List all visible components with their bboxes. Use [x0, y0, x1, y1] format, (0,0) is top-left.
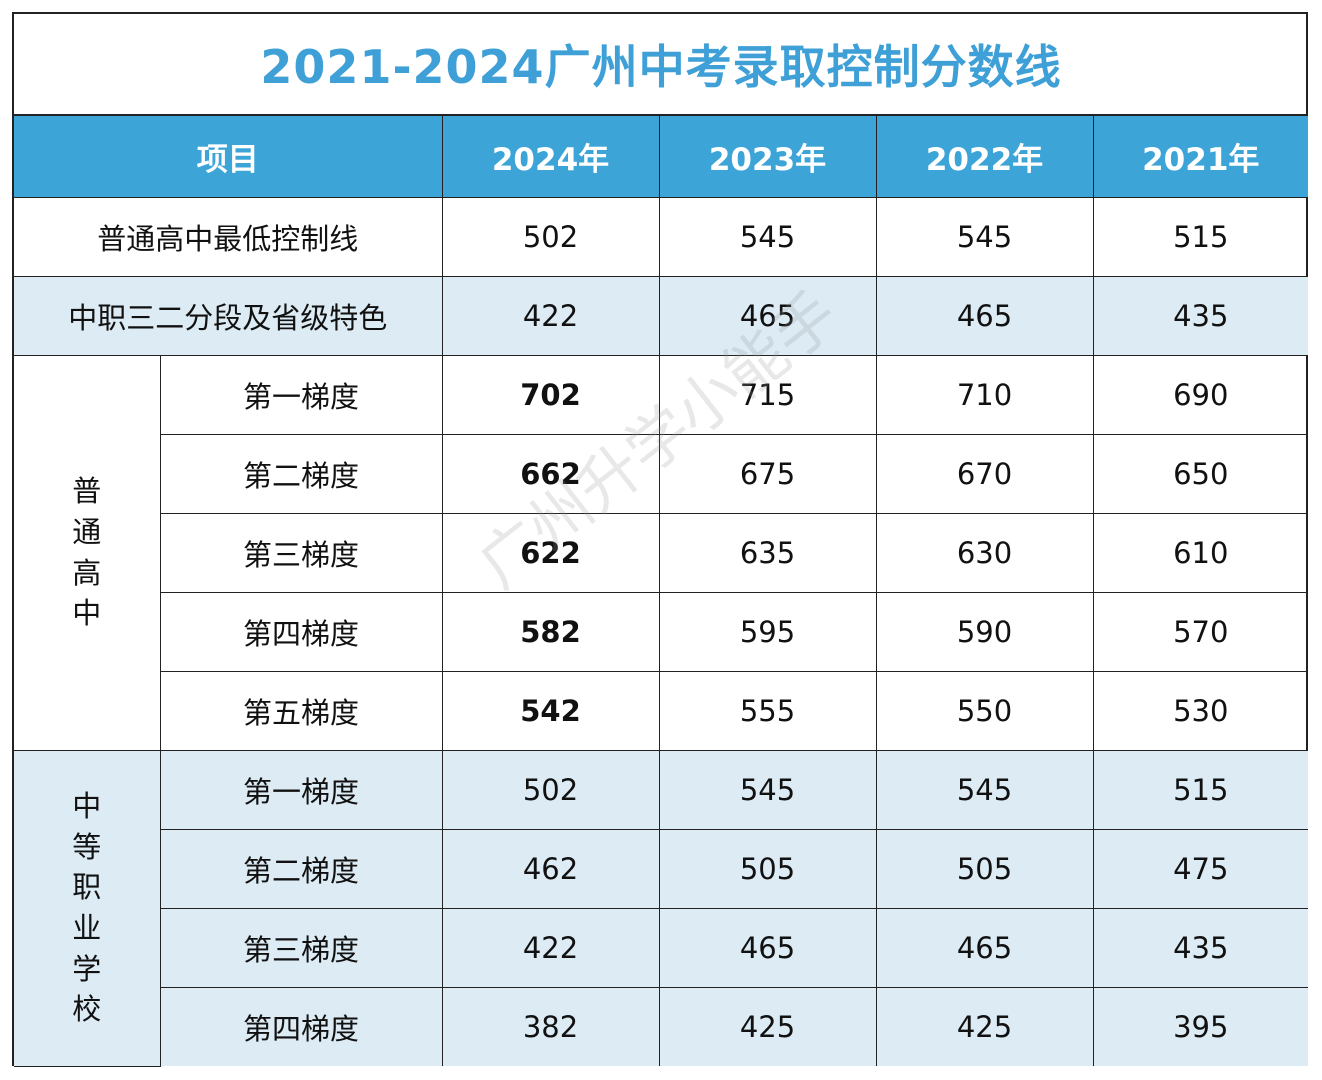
score-cell: 530 — [1092, 670, 1308, 751]
score-cell: 465 — [875, 275, 1094, 356]
score-cell: 555 — [658, 670, 877, 751]
score-cell: 425 — [875, 986, 1094, 1066]
score-cell: 502 — [441, 196, 660, 277]
score-cell: 545 — [875, 196, 1094, 277]
table-row: 第二梯度 662 675 670 650 — [14, 433, 1308, 514]
header-year-2023: 2023年 — [658, 116, 877, 198]
tier-label: 第四梯度 — [160, 591, 443, 672]
tier-label: 第一梯度 — [159, 354, 443, 435]
score-cell: 425 — [658, 986, 877, 1066]
score-table-sheet: 2021-2024广州中考录取控制分数线 项目 2024年 2023年 2022… — [12, 12, 1308, 1067]
group-label-text: 普通高中 — [72, 474, 102, 631]
score-cell: 570 — [1092, 591, 1308, 672]
score-cell: 462 — [441, 828, 660, 909]
row-label: 普通高中最低控制线 — [14, 196, 443, 277]
table-row: 第四梯度 582 595 590 570 — [14, 591, 1308, 672]
score-cell-highlight: 702 — [441, 354, 660, 435]
score-cell: 465 — [875, 907, 1094, 988]
table-row: 第四梯度 382 425 425 395 — [14, 986, 1308, 1066]
score-cell: 550 — [875, 670, 1094, 751]
score-cell: 635 — [658, 512, 877, 593]
score-cell: 690 — [1092, 354, 1308, 435]
header-year-2024: 2024年 — [441, 116, 660, 198]
tier-label: 第二梯度 — [160, 433, 443, 514]
tier-label: 第四梯度 — [160, 986, 443, 1066]
table-row: 第二梯度 462 505 505 475 — [14, 828, 1308, 909]
table-row: 第三梯度 622 635 630 610 — [14, 512, 1308, 593]
table-row: 中职三二分段及省级特色 422 465 465 435 — [14, 275, 1308, 356]
score-cell: 422 — [441, 275, 660, 356]
tier-label: 第五梯度 — [160, 670, 443, 751]
table-row: 第五梯度 542 555 550 530 — [14, 670, 1308, 751]
score-cell: 435 — [1092, 275, 1308, 356]
score-cell: 545 — [658, 196, 877, 277]
score-cell: 505 — [658, 828, 877, 909]
score-cell: 650 — [1092, 433, 1308, 514]
score-cell: 545 — [658, 749, 877, 830]
score-cell: 715 — [658, 354, 877, 435]
score-cell-highlight: 582 — [441, 591, 660, 672]
score-cell: 515 — [1092, 196, 1308, 277]
page-title: 2021-2024广州中考录取控制分数线 — [14, 14, 1308, 116]
tier-label: 第二梯度 — [160, 828, 443, 909]
score-cell: 465 — [658, 907, 877, 988]
table-row: 普通高中最低控制线 502 545 545 515 — [14, 196, 1308, 277]
table-row: 第三梯度 422 465 465 435 — [14, 907, 1308, 988]
score-cell: 515 — [1092, 749, 1308, 830]
score-cell: 465 — [658, 275, 877, 356]
group-label-vocational-school: 中等职业学校 — [14, 749, 161, 1067]
score-cell: 475 — [1092, 828, 1308, 909]
header-row: 项目 2024年 2023年 2022年 2021年 — [14, 116, 1308, 198]
header-year-2021: 2021年 — [1092, 116, 1308, 198]
score-cell: 502 — [441, 749, 660, 830]
score-cell: 395 — [1092, 986, 1308, 1066]
score-table: 项目 2024年 2023年 2022年 2021年 普通高中最低控制线 502… — [14, 116, 1308, 1067]
score-cell: 610 — [1092, 512, 1308, 593]
score-cell: 710 — [875, 354, 1094, 435]
score-cell: 670 — [875, 433, 1094, 514]
score-cell: 590 — [875, 591, 1094, 672]
table-row: 中等职业学校 第一梯度 502 545 545 515 — [14, 749, 1308, 1067]
score-cell: 505 — [875, 828, 1094, 909]
score-cell: 595 — [658, 591, 877, 672]
group-label-general-high-school: 普通高中 — [14, 354, 161, 751]
score-cell: 630 — [875, 512, 1094, 593]
score-cell: 422 — [441, 907, 660, 988]
tier-label: 第一梯度 — [159, 749, 443, 830]
group-label-text: 中等职业学校 — [72, 789, 102, 1027]
header-item: 项目 — [14, 116, 443, 198]
score-cell: 382 — [441, 986, 660, 1066]
score-cell-highlight: 542 — [441, 670, 660, 751]
score-cell-highlight: 662 — [441, 433, 660, 514]
table-row: 普通高中 第一梯度 702 715 710 690 — [14, 354, 1308, 751]
score-cell: 675 — [658, 433, 877, 514]
tier-label: 第三梯度 — [160, 907, 443, 988]
score-cell: 435 — [1092, 907, 1308, 988]
row-label: 中职三二分段及省级特色 — [14, 275, 443, 356]
tier-label: 第三梯度 — [160, 512, 443, 593]
score-cell: 545 — [875, 749, 1094, 830]
score-cell-highlight: 622 — [441, 512, 660, 593]
header-year-2022: 2022年 — [875, 116, 1094, 198]
